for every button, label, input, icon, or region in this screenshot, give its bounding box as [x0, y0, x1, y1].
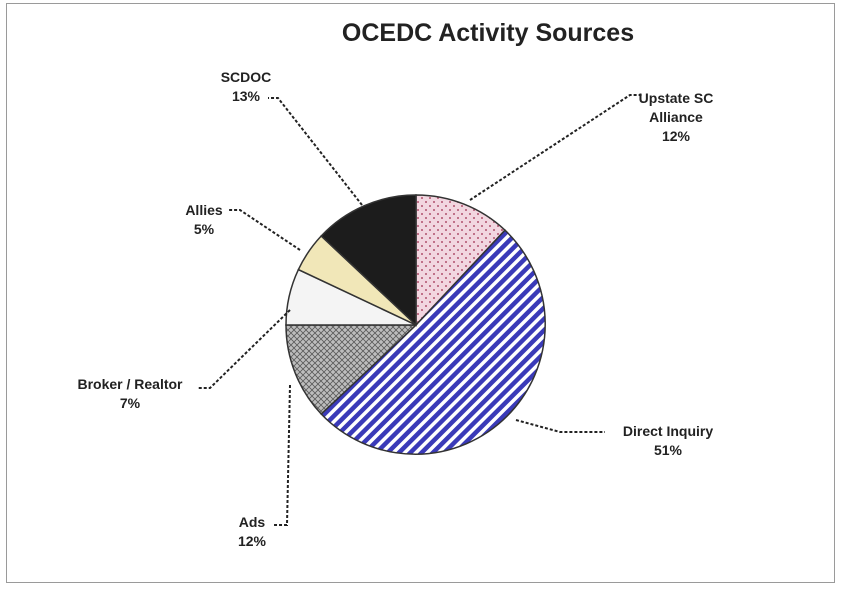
- leader-line-broker-realtor: [198, 309, 291, 389]
- leader-line-direct-inquiry: [515, 419, 605, 433]
- data-label-broker-realtor: Broker / Realtor 7%: [77, 376, 183, 411]
- leader-line-ads: [273, 384, 291, 526]
- data-label-upstate-sc-alliance: Upstate SC Alliance 12%: [639, 90, 714, 144]
- data-label-scdoc: SCDOC 13%: [221, 69, 272, 104]
- data-label-allies: Allies 5%: [185, 202, 223, 237]
- pie-slice-direct-inquiry: [320, 229, 546, 455]
- leader-line-allies: [228, 209, 301, 251]
- chart-title: OCEDC Activity Sources: [342, 19, 634, 47]
- pie-slice-ads: [285, 324, 418, 416]
- leader-line-upstate-sc-alliance: [469, 94, 642, 201]
- data-label-ads: Ads 12%: [238, 514, 267, 549]
- pie-slice-upstate-sc-alliance: [415, 194, 507, 327]
- leader-line-scdoc: [268, 97, 363, 206]
- pie-slice-scdoc: [320, 194, 417, 327]
- data-label-direct-inquiry: Direct Inquiry 51%: [623, 423, 713, 458]
